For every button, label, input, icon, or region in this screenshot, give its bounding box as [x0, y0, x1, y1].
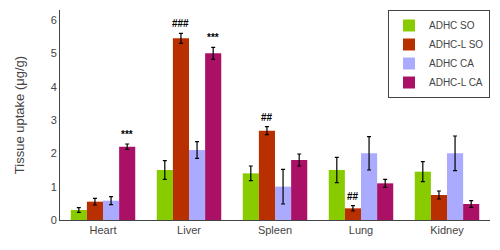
svg-text:ADHC-L SO: ADHC-L SO [429, 39, 483, 50]
svg-text:Spleen: Spleen [258, 224, 292, 236]
svg-text:Lung: Lung [349, 224, 373, 236]
svg-text:###: ### [172, 18, 189, 29]
svg-text:5: 5 [51, 47, 57, 59]
svg-text:##: ## [347, 191, 359, 202]
svg-text:ADHC CA: ADHC CA [429, 58, 474, 69]
svg-text:2: 2 [51, 147, 57, 159]
svg-text:Tissue uptake (μg/g): Tissue uptake (μg/g) [12, 56, 27, 174]
svg-text:Kidney: Kidney [430, 224, 464, 236]
svg-text:3: 3 [51, 114, 57, 126]
svg-text:***: *** [121, 129, 133, 140]
svg-text:Liver: Liver [177, 224, 201, 236]
svg-text:0: 0 [51, 214, 57, 226]
svg-text:6: 6 [51, 14, 57, 26]
svg-text:ADHC SO: ADHC SO [429, 20, 475, 31]
svg-text:1: 1 [51, 181, 57, 193]
svg-text:ADHC-L CA: ADHC-L CA [429, 77, 483, 88]
svg-text:##: ## [261, 112, 273, 123]
svg-text:Heart: Heart [90, 224, 117, 236]
svg-text:***: *** [207, 32, 219, 43]
svg-text:4: 4 [51, 81, 57, 93]
